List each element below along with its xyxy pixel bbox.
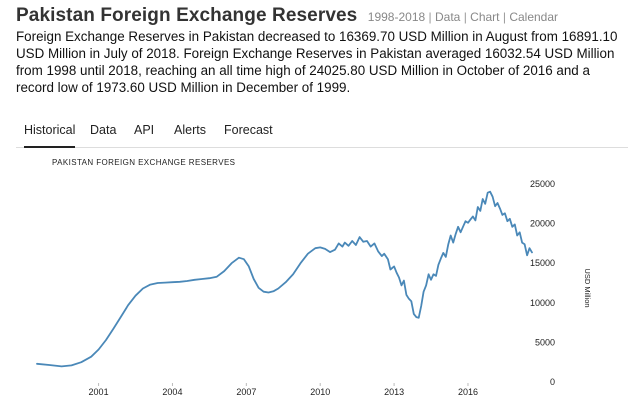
series-line-0 [36,190,533,368]
page-header: Pakistan Foreign Exchange Reserves 1998-… [16,5,558,27]
tab-bar: Historical Data API Alerts Forecast [16,113,628,148]
page-title: Pakistan Foreign Exchange Reserves [16,5,358,26]
x-tick-label: 2016 [458,387,478,397]
y-axis-label: USD Million [583,268,592,307]
tab-data[interactable]: Data [90,123,117,137]
tab-forecast[interactable]: Forecast [224,123,273,137]
tab-historical[interactable]: Historical [24,123,76,148]
x-tick-label: 2001 [89,387,109,397]
x-tick-label: 2010 [310,387,330,397]
description-paragraph: Foreign Exchange Reserves in Pakistan de… [16,29,618,95]
y-tick-label: 10000 [530,298,555,308]
range-link[interactable]: 1998-2018 [367,10,426,24]
y-tick-label: 20000 [530,219,555,229]
y-tick-label: 0 [550,377,555,387]
chart-link[interactable]: Chart [470,10,500,24]
x-tick-label: 2007 [236,387,256,397]
tab-api[interactable]: API [134,123,155,137]
link-separator: | [502,10,506,24]
y-tick-label: 25000 [530,179,555,189]
chart-title: PAKISTAN FOREIGN EXCHANGE RESERVES [52,158,236,167]
x-tick-label: 2004 [162,387,182,397]
tab-alerts[interactable]: Alerts [174,123,206,137]
header-links: 1998-2018 | Data | Chart | Calendar [368,10,558,24]
x-tick-label: 2013 [384,387,404,397]
calendar-link[interactable]: Calendar [509,10,559,24]
link-separator: | [428,10,432,24]
y-tick-label: 5000 [535,337,555,347]
y-tick-label: 15000 [530,258,555,268]
link-separator: | [463,10,467,24]
data-link[interactable]: Data [434,10,461,24]
